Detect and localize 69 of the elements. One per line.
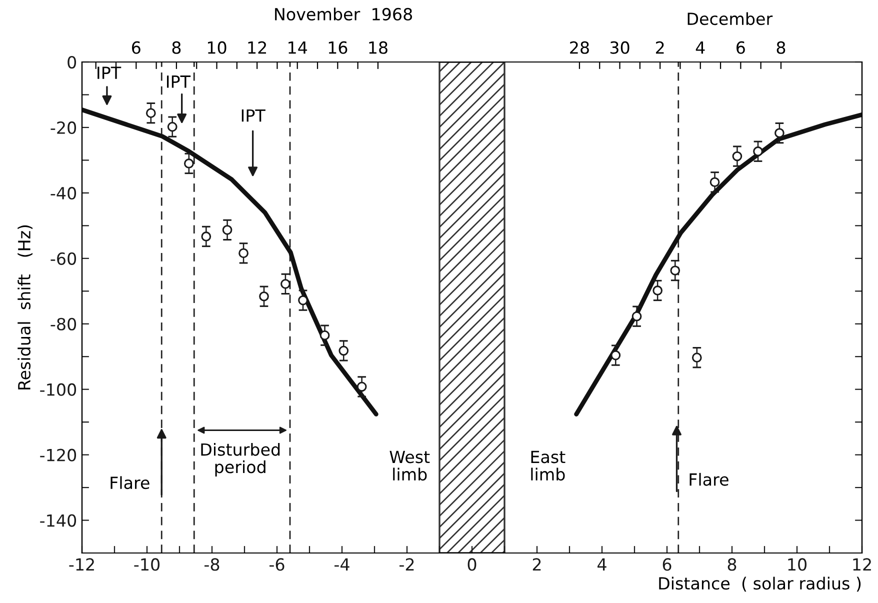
x-tick-label: -6 [270,558,284,571]
point [238,248,248,258]
point [259,291,269,302]
x2-axis-title: November 1968 [275,8,412,20]
annotation: IPT [98,66,122,79]
x2-tick-label: 6 [736,41,745,54]
point [184,158,194,168]
x2-tick-label: 2 [656,41,664,54]
x-tick-label: -8 [204,558,220,571]
y-tick-label: -140 [40,514,76,527]
y-tick-label: -100 [40,383,76,396]
annotation: IPT [167,76,191,88]
x2-tick-label: 18 [369,41,388,54]
point [610,350,621,360]
line-series [82,108,378,416]
point [356,382,367,392]
point [298,295,308,306]
x-tick-label: -2 [400,558,414,571]
x-tick-label: 0 [468,558,476,571]
point [753,146,763,156]
annotation: West limb [390,450,430,481]
x2-tick-label: 12 [248,41,266,54]
y-tick-label: -40 [50,186,76,200]
point [692,352,702,363]
annotation: East limb [531,450,566,481]
x2-tick-label: 30 [610,41,630,54]
point [710,177,720,188]
point [732,151,742,162]
y-axis-title: Residual shift (Hz) [18,225,32,390]
x-tick-label: 8 [728,558,736,571]
y-tick-label: -60 [50,252,76,265]
point [338,346,349,356]
x2-tick-label: 10 [208,41,226,54]
annotation: Flare [690,472,728,486]
y-tick-label: -80 [50,318,76,330]
x2-tick-label: 8 [172,41,181,54]
point [167,122,178,132]
x-tick-label: 2 [532,558,541,571]
x2-tick-label: 4 [696,42,705,54]
x-tick-label: -4 [334,558,350,571]
point [774,128,784,138]
x2-tick-label: 8 [776,41,786,54]
point [280,279,290,289]
point [670,266,680,276]
x2-tick-label: 14 [288,42,308,54]
line-series [574,112,862,416]
y-tick-label: 0 [68,56,76,69]
x-tick-label: 6 [662,558,672,571]
y-tick-label: -120 [40,448,76,462]
x2-tick-label: 28 [570,41,589,54]
x2-tick-label: 16 [328,41,348,54]
point [652,286,663,296]
x-tick-label: 10 [788,558,806,571]
point [222,224,232,235]
x-axis-title: Distance ( solar radius ) [659,576,861,592]
x2-tick-label: 6 [132,41,140,54]
point [201,232,212,242]
x-tick-label: 4 [598,558,606,571]
point [320,330,330,340]
annotation: Disturbed period [201,442,280,476]
x-tick-label: 12 [853,558,871,571]
point [632,311,642,322]
text: December [688,12,773,26]
x-tick-label: -12 [69,558,94,571]
point [146,108,156,118]
annotation: Flare [110,476,150,490]
x-tick-label: -10 [134,558,160,571]
y-tick-label: -20 [50,121,76,134]
annotation: IPT [242,109,266,122]
